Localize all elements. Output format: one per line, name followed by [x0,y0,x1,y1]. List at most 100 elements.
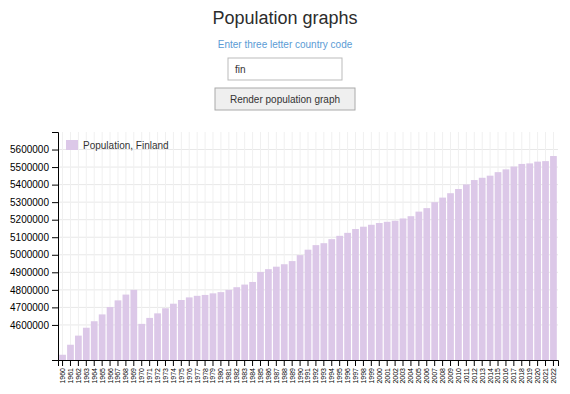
x-tick-label: 2006 [423,368,430,384]
x-tick: 1968 [122,360,129,384]
x-tick-label: 1990 [297,368,304,384]
x-tick-label: 1988 [281,368,288,384]
grid-line-x [78,132,79,360]
x-tick-mark [458,360,459,366]
x-tick-mark [371,360,372,366]
y-tick-label: 5100000 [10,232,49,243]
x-tick-mark [173,360,174,366]
x-tick: 1963 [83,360,90,384]
bar [170,304,177,360]
y-tick-mark [52,255,58,256]
x-tick: 1980 [217,360,224,384]
x-tick-label: 1965 [99,368,106,384]
x-tick: 2013 [479,360,486,384]
x-tick-label: 1980 [217,368,224,384]
x-tick-mark [292,360,293,366]
x-tick: 1971 [146,360,153,384]
y-tick-label: 5200000 [10,214,49,225]
x-tick: 1987 [273,360,280,384]
x-tick-mark [387,360,388,366]
x-tick-label: 1961 [67,368,74,384]
x-tick-mark [395,360,396,366]
y-tick-mark [52,325,58,326]
bar [495,172,502,360]
x-tick: 1973 [162,360,169,384]
y-axis-line [52,133,59,361]
grid [58,132,558,360]
input-box[interactable]: fin [228,58,342,80]
bar [257,272,264,360]
x-tick-mark [197,360,198,366]
y-tick: 5000000 [10,249,58,260]
x-tick: 2011 [463,360,470,383]
button-frame[interactable] [215,88,355,110]
x-tick-mark [418,360,419,366]
bar [210,293,217,360]
x-tick: 1981 [225,360,232,384]
y-tick-mark [52,307,58,308]
x-tick-mark [410,360,411,366]
x-tick-label: 1964 [91,368,98,384]
x-tick-mark [252,360,253,366]
bar [384,222,391,360]
bar [273,267,280,360]
x-tick-mark [450,360,451,366]
bar [455,189,462,360]
bar [471,180,478,360]
x-tick: 2000 [376,360,383,384]
x-tick-mark [403,360,404,366]
x-tick: 1978 [202,360,209,384]
x-tick-label: 2013 [479,368,486,384]
button-text[interactable]: Render population graph [230,94,340,105]
x-tick-label: 1976 [186,368,193,384]
y-tick-mark [52,167,58,168]
x-tick-label: 1997 [352,368,359,384]
bar [305,250,312,360]
x-tick: 2001 [384,360,391,384]
bar [503,169,510,360]
x-tick-mark [347,360,348,366]
x-tick-mark [521,360,522,366]
x-tick-label: 2001 [384,368,391,384]
x-tick: 1962 [75,360,82,384]
legend-label: Population, Finland [83,140,169,151]
bar [123,295,130,360]
x-tick: 1996 [344,360,351,384]
x-tick-label: 2012 [471,368,478,384]
x-tick-label: 2019 [526,368,533,384]
bar [154,313,161,360]
input-text[interactable]: fin [235,64,246,75]
x-tick-label: 1968 [122,368,129,384]
x-tick-label: 2021 [542,368,549,384]
x-tick-label: 1975 [178,368,185,384]
x-tick-mark [434,360,435,366]
y-tick: 4900000 [10,267,58,278]
x-tick-label: 1991 [304,368,311,384]
x-tick-label: 1963 [83,368,90,384]
bar [526,163,533,360]
bar [313,245,320,360]
x-tick: 1972 [154,360,161,384]
bar [233,287,240,360]
bar [423,208,430,360]
x-tick-label: 1967 [114,368,121,384]
x-tick-mark [545,360,546,366]
x-tick-mark [553,360,554,366]
y-tick: 4700000 [10,302,58,313]
y-tick: 5300000 [10,197,58,208]
x-tick: 1998 [360,360,367,384]
bar [392,221,399,360]
x-tick-mark [537,360,538,366]
x-tick: 2022 [550,360,557,384]
input-frame[interactable] [228,58,342,80]
y-tick: 5600000 [10,144,58,155]
button[interactable]: Render population graph [215,88,355,110]
x-tick-label: 2014 [487,368,494,384]
bar [241,285,248,360]
x-tick-mark [102,360,103,366]
y-tick-label: 4900000 [10,267,49,278]
x-tick-mark [125,360,126,366]
x-tick: 1960 [59,360,66,384]
x-tick-label: 2005 [415,368,422,384]
x-tick-mark [228,360,229,366]
